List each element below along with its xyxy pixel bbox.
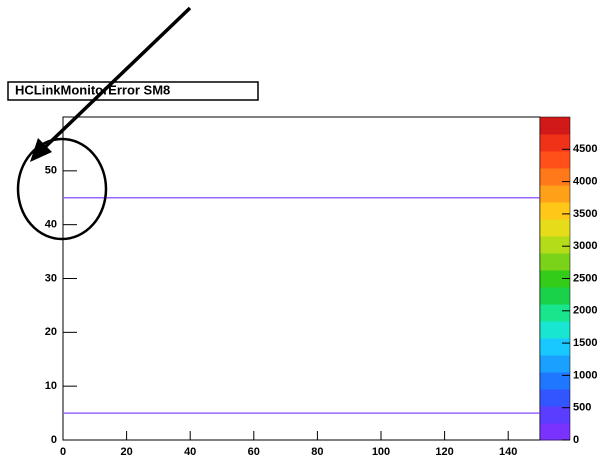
palette-cell [540,117,570,135]
palette-cell [540,253,570,271]
palette-cell [540,389,570,407]
title-box [7,81,259,101]
palette-cell [540,236,570,254]
z-tick-label: 4000 [573,176,597,188]
palette-cell [540,338,570,356]
plot-frame [62,116,541,441]
annotation [16,6,192,241]
x-tick-label: 20 [120,446,132,458]
z-tick-label: 1000 [573,369,597,381]
highlight-circle [16,137,108,241]
palette-cell [540,168,570,186]
x-tick-label: 80 [311,446,323,458]
x-tick-label: 40 [184,446,196,458]
x-tick-label: 60 [248,446,260,458]
palette-cell [540,185,570,203]
z-tick-label: 0 [573,434,579,446]
z-tick-label: 2000 [573,305,597,317]
z-tick-label: 4500 [573,143,597,155]
palette-cell [540,151,570,169]
palette-cell [540,423,570,441]
y-tick-label: 10 [45,380,57,392]
z-tick-label: 1500 [573,337,597,349]
palette-cell [540,406,570,424]
chart-title: HCLinkMonitorError SM8 [15,82,170,97]
palette-cell [540,287,570,305]
y-tick-label: 50 [45,165,57,177]
x-tick-label: 0 [60,446,66,458]
z-tick-label: 2500 [573,272,597,284]
x-tick-label: 120 [435,446,453,458]
arrow-shaft [40,6,192,152]
y-tick-label: 40 [45,219,57,231]
z-tick-label: 3500 [573,208,597,220]
palette-cell [540,270,570,288]
y-tick-label: 0 [51,434,57,446]
x-tick-label: 140 [499,446,517,458]
palette-cell [540,202,570,220]
palette-cell [540,134,570,152]
palette-cell [540,304,570,322]
palette-cell [540,355,570,373]
palette-cell [540,321,570,339]
palette-cell [540,219,570,237]
y-tick-label: 20 [45,326,57,338]
arrow-head [30,138,52,162]
z-tick-label: 3000 [573,240,597,252]
x-tick-label: 100 [372,446,390,458]
palette-cell [540,372,570,390]
z-tick-label: 500 [573,402,591,414]
y-tick-label: 30 [45,272,57,284]
